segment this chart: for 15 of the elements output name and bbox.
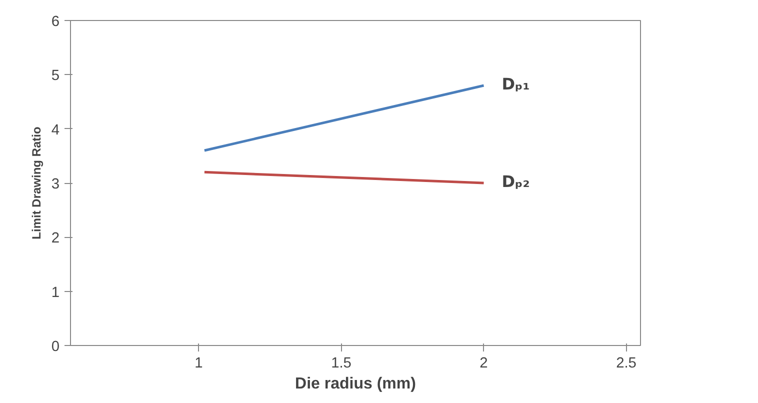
y-tick-label: 4	[51, 122, 60, 138]
y-axis-title: Limit Drawing Ratio	[29, 126, 44, 240]
x-tick-label: 1	[194, 356, 203, 372]
y-tick-label: 1	[51, 284, 60, 301]
y-tick-label: 0	[51, 339, 60, 355]
y-tick-label: 6	[51, 14, 60, 30]
x-axis-title: Die radius (mm)	[295, 376, 416, 392]
x-tick-label: 2.5	[616, 356, 636, 372]
y-tick-label: 5	[51, 68, 60, 84]
series-label: Dₚ₁	[502, 74, 530, 94]
y-tick-label: 2	[51, 230, 60, 247]
series-label: Dₚ₂	[502, 172, 530, 191]
x-tick-label: 1.5	[331, 356, 352, 372]
x-tick-label: 2	[480, 356, 488, 372]
y-tick-label: 3	[51, 176, 60, 192]
